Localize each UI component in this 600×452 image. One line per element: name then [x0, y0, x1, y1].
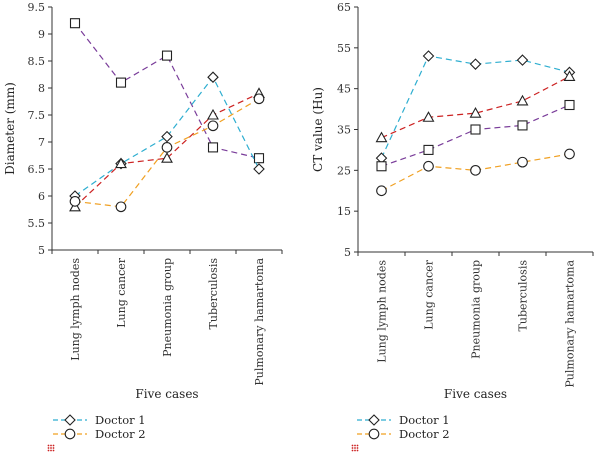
series-red-line — [381, 75, 570, 139]
x-tick-label: Lung cancer — [115, 257, 128, 327]
y-tick-label: 55 — [337, 42, 351, 55]
x-axis-label: Five cases — [444, 387, 507, 401]
y-tick-label: 8 — [38, 82, 45, 95]
x-tick-label: Tuberculosis — [207, 258, 220, 330]
series-orange-point — [470, 164, 481, 176]
y-tick-label: 7.5 — [28, 109, 46, 122]
x-tick-label: Lung lymph nodes — [69, 258, 82, 361]
chart-diameter: 5 5.5 6 6.5 7 7.5 8 8.5 9 9.5 Lung lymph nodes Lung… — [3, 1, 283, 401]
series-red-point — [422, 111, 435, 122]
x-tick-label: Lung lymph nodes — [376, 260, 389, 363]
series-purple-point — [376, 161, 387, 172]
x-tick-label: Pulmonary hamartoma — [253, 258, 266, 386]
legend-marker — [47, 444, 55, 452]
series-cyan-point — [253, 163, 265, 175]
y-tick-label: 7 — [38, 136, 45, 149]
y-tick-label: 65 — [337, 1, 351, 14]
series-orange-point — [376, 185, 387, 197]
series-red-point — [375, 131, 388, 143]
series-orange-point — [161, 142, 173, 153]
y-axis-label: CT value (Hu) — [311, 87, 325, 172]
series-red-point — [469, 107, 482, 118]
series-red-line — [74, 92, 260, 208]
y-tick-label: 5.5 — [28, 217, 46, 230]
series-purple-point — [470, 124, 481, 135]
legend-label: Doctor 2 — [95, 427, 146, 441]
series-purple-point — [423, 144, 434, 155]
y-tick-label: 9 — [38, 28, 45, 41]
series-purple-point — [517, 120, 528, 131]
y-tick-label: 8.5 — [28, 55, 46, 68]
y-tick-label: 9.5 — [28, 1, 46, 14]
x-axis-label: Five cases — [135, 387, 198, 401]
y-tick-label: 25 — [337, 164, 351, 177]
x-tick-label: Pulmonary hamartoma — [564, 260, 577, 388]
y-tick-label: 6.5 — [28, 163, 46, 176]
series-red-point — [516, 94, 529, 106]
series-red-point — [207, 108, 219, 120]
series-purple-point — [161, 50, 173, 61]
series-purple-point — [207, 142, 219, 153]
series-cyan-point — [161, 130, 173, 143]
y-tick-label: 5 — [38, 244, 45, 257]
x-tick-label: Lung cancer — [423, 259, 436, 329]
legend-label: Doctor 2 — [399, 427, 450, 441]
series-purple-line — [74, 22, 260, 159]
legend-marker — [64, 414, 76, 426]
series-orange-point — [115, 201, 127, 213]
series-orange-point — [423, 160, 434, 172]
series-orange-point — [69, 196, 81, 207]
legend-marker — [368, 414, 380, 426]
series-cyan-point — [516, 54, 529, 66]
series-cyan-point — [469, 58, 482, 70]
series-red-point — [563, 70, 576, 81]
series-orange-point — [517, 156, 528, 168]
series-red-point — [115, 157, 127, 169]
legend-marker — [64, 428, 76, 440]
series-purple-point — [115, 77, 127, 88]
series-orange-point — [207, 120, 219, 132]
legend-label: Doctor 1 — [399, 413, 450, 427]
x-tick-label: Pneumonia group — [470, 260, 483, 359]
legend-marker — [368, 428, 380, 440]
y-tick-label: 6 — [38, 190, 45, 203]
series-purple-point — [69, 18, 81, 29]
chart-ct-value: 5 15 25 35 45 55 65 Lung lymph nodes Lung cancer… — [311, 1, 594, 401]
series-purple-point — [253, 153, 265, 164]
series-red-point — [161, 152, 173, 163]
series-orange-point — [564, 148, 575, 160]
series-orange-point — [253, 93, 265, 105]
x-tick-label: Tuberculosis — [517, 260, 530, 332]
y-tick-label: 5 — [344, 246, 351, 259]
x-tick-label: Pneumonia group — [161, 258, 174, 357]
y-tick-label: 45 — [337, 83, 351, 96]
y-tick-label: 15 — [337, 205, 351, 218]
series-purple-point — [564, 99, 575, 111]
legend-marker — [351, 444, 359, 452]
y-tick-label: 35 — [337, 124, 351, 137]
y-axis-label: Diameter (mm) — [3, 82, 17, 175]
series-cyan-point — [207, 71, 219, 83]
legend-label: Doctor 1 — [95, 413, 146, 427]
series-cyan-point — [422, 50, 435, 62]
